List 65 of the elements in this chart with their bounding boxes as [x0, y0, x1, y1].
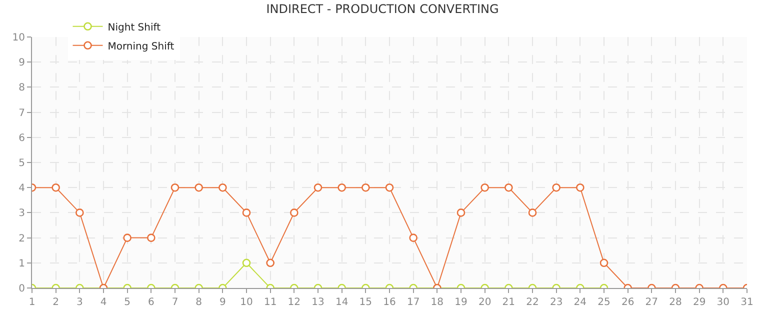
- point: [76, 208, 84, 217]
- x-tick-label: 6: [148, 297, 154, 308]
- x-tick-label: 1: [28, 297, 36, 308]
- y-tick-label: 10: [12, 32, 25, 44]
- x-tick-label: 11: [264, 297, 277, 308]
- x-tick-label: 30: [716, 297, 730, 308]
- point: [242, 208, 251, 217]
- x-tick-label: 19: [454, 297, 468, 308]
- point: [170, 183, 180, 192]
- x-tick-label: 8: [196, 297, 202, 308]
- point: [385, 183, 394, 192]
- x-tick-label: 15: [359, 297, 372, 308]
- x-tick-label: 7: [172, 297, 178, 308]
- y-tick-label: 1: [18, 258, 25, 270]
- chart-title: INDIRECT - PRODUCTION CONVERTING: [266, 2, 499, 16]
- x-tick-label: 24: [574, 297, 587, 308]
- x-tick-label: 27: [645, 297, 658, 308]
- y-tick-label: 8: [18, 82, 25, 94]
- point: [409, 234, 418, 242]
- y-tick-label: 6: [18, 132, 25, 144]
- point: [218, 183, 227, 192]
- legend-label: Morning Shift: [108, 41, 174, 52]
- x-tick-label: 9: [219, 297, 226, 308]
- x-tick-label: 23: [550, 297, 563, 308]
- point: [314, 183, 322, 192]
- point: [147, 234, 156, 242]
- y-tick-label: 4: [18, 183, 25, 194]
- x-tick-label: 31: [740, 297, 754, 308]
- x-tick-label: 2: [52, 297, 60, 308]
- point: [456, 208, 466, 217]
- x-tick-label: 4: [100, 297, 107, 308]
- x-tick-label: 21: [502, 297, 516, 308]
- point: [194, 183, 203, 192]
- x-tick-label: 20: [478, 297, 492, 308]
- x-tick-label: 25: [598, 297, 610, 308]
- x-tick-label: 10: [240, 297, 253, 308]
- point: [504, 183, 513, 192]
- x-tick-label: 16: [383, 297, 396, 308]
- point: [528, 208, 537, 217]
- point: [52, 183, 60, 192]
- x-tick-label: 13: [312, 297, 324, 308]
- point: [480, 183, 489, 192]
- x-tick-label: 28: [669, 297, 682, 308]
- x-tick-label: 14: [335, 297, 348, 308]
- y-tick-label: 5: [18, 158, 25, 169]
- point: [576, 183, 584, 192]
- legend-label: Night Shift: [108, 22, 161, 34]
- x-tick-label: 29: [692, 297, 706, 308]
- x-tick-label: 18: [430, 297, 444, 308]
- x-tick-label: 5: [124, 297, 131, 308]
- point: [338, 183, 346, 192]
- x-tick-label: 22: [526, 297, 539, 308]
- y-tick-label: 3: [18, 208, 25, 220]
- x-tick-label: 26: [621, 297, 634, 308]
- point: [290, 208, 298, 217]
- x-tick-label: 17: [406, 297, 420, 308]
- x-tick-label: 3: [76, 297, 83, 308]
- point: [362, 183, 370, 192]
- point: [123, 234, 132, 242]
- y-tick-label: 0: [18, 284, 25, 294]
- y-tick-label: 9: [18, 58, 25, 69]
- y-tick-label: 7: [18, 108, 25, 119]
- x-tick-label: 12: [288, 297, 301, 308]
- point: [552, 183, 560, 192]
- y-tick-label: 2: [18, 233, 25, 244]
